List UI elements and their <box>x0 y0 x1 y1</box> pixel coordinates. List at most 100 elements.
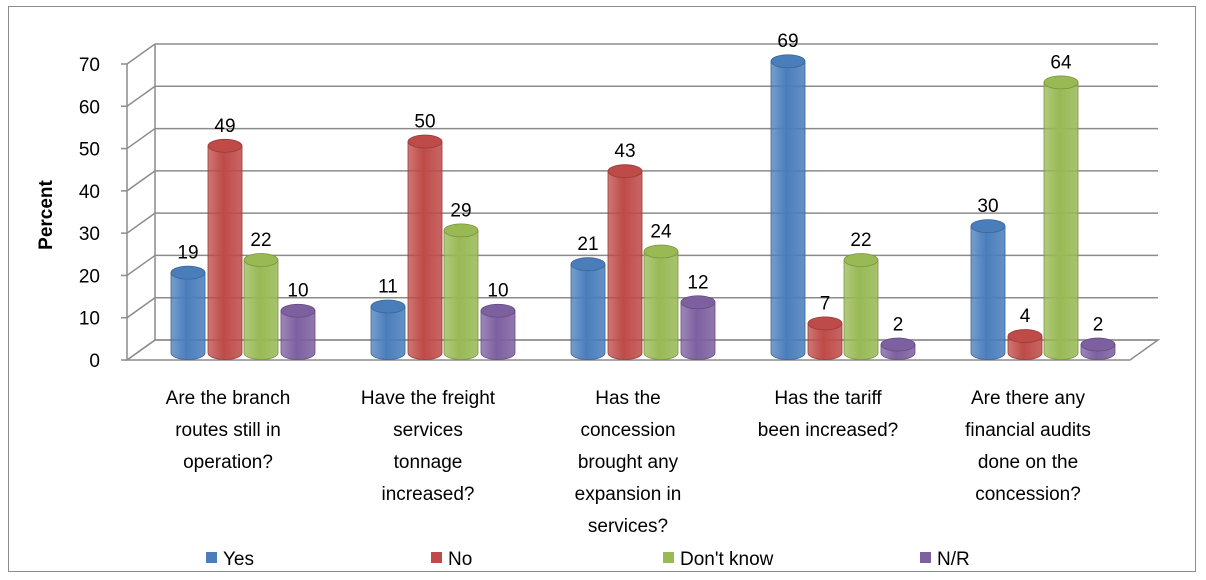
x-category-label: Has the tariff been increased? <box>758 388 899 441</box>
y-tick-label: 60 <box>79 97 100 118</box>
legend-swatch <box>431 552 442 563</box>
data-label: 2 <box>1093 315 1104 336</box>
gridline-side <box>126 212 156 234</box>
bar-top <box>1080 337 1116 352</box>
bar <box>1080 337 1116 360</box>
y-tick-label: 50 <box>79 140 100 161</box>
bar-top <box>207 138 243 153</box>
bars <box>170 54 1116 360</box>
bar-top <box>570 257 606 272</box>
y-tick-label: 0 <box>89 351 100 372</box>
bar <box>170 265 206 360</box>
data-label: 4 <box>1020 306 1031 327</box>
data-label: 64 <box>1050 52 1072 73</box>
bar-top <box>880 337 916 352</box>
legend-swatch <box>920 552 931 563</box>
bar-top <box>1043 75 1079 90</box>
gridline-side <box>126 170 156 192</box>
bar-body <box>170 272 206 360</box>
legend-label: No <box>448 549 472 570</box>
bar-top <box>1007 329 1043 343</box>
bar-top <box>407 134 443 149</box>
bar-body <box>443 229 479 360</box>
gridline-side <box>126 43 156 65</box>
bar-top <box>770 54 806 69</box>
data-label: 7 <box>820 293 831 314</box>
bar <box>280 303 316 360</box>
y-tick-label: 30 <box>79 224 100 245</box>
bar <box>680 295 716 360</box>
bar-body <box>770 60 806 360</box>
bar-top <box>807 316 843 331</box>
legend-label: Don't know <box>680 549 774 570</box>
data-label: 21 <box>577 234 598 255</box>
bar <box>807 316 843 360</box>
bar <box>843 253 879 360</box>
bar-body <box>570 263 606 360</box>
data-label: 24 <box>650 222 672 243</box>
y-tick-label: 20 <box>79 266 100 287</box>
bar <box>643 244 679 360</box>
bar-body <box>1043 81 1079 360</box>
bar <box>243 253 279 360</box>
bar-top <box>607 164 643 179</box>
x-category-label: Are the branch routes still in operation? <box>166 388 291 473</box>
x-category-label: Are there any financial audits done on the… <box>965 388 1091 505</box>
data-label: 10 <box>487 281 508 302</box>
gridline-side <box>126 85 156 107</box>
bar <box>407 134 443 360</box>
data-label: 49 <box>214 116 235 137</box>
legend-swatch <box>206 552 217 563</box>
data-label: 11 <box>378 276 398 297</box>
bar-body <box>843 259 879 360</box>
y-axis-ticks: 0 10 20 30 40 50 60 70 <box>79 55 100 372</box>
bar-top <box>170 265 206 280</box>
bar-body <box>243 259 279 360</box>
bar <box>207 138 243 360</box>
data-label: 19 <box>177 243 198 264</box>
bar-body <box>280 310 316 360</box>
legend-swatch <box>663 552 674 563</box>
bar-top <box>280 303 316 318</box>
bar <box>970 219 1006 360</box>
data-label: 22 <box>250 230 271 251</box>
bar-top <box>643 244 679 259</box>
data-label: 30 <box>977 196 998 217</box>
bar <box>480 303 516 360</box>
bar-top <box>843 253 879 267</box>
legend-label: Yes <box>223 549 254 570</box>
y-tick-label: 70 <box>79 55 100 76</box>
gridline-side <box>126 297 156 319</box>
bar <box>370 299 406 360</box>
bar <box>570 257 606 360</box>
gridline-side <box>126 127 156 150</box>
legend-label: N/R <box>937 549 970 570</box>
bar-top <box>480 303 516 318</box>
bar <box>443 223 479 360</box>
chart-floor <box>124 339 1161 361</box>
bar-top <box>680 295 716 310</box>
y-tick-label: 10 <box>79 309 100 330</box>
data-label: 69 <box>777 31 798 52</box>
bar-body <box>807 323 843 360</box>
legend: Yes No Don't know N/R <box>206 549 970 570</box>
y-axis-label: Percent <box>36 179 57 249</box>
data-label: 43 <box>614 141 635 162</box>
bar-body <box>480 310 516 360</box>
bar <box>1043 75 1079 360</box>
y-tick-label: 40 <box>79 182 100 203</box>
data-label: 22 <box>850 230 871 251</box>
bar-top <box>970 219 1006 234</box>
x-axis-categories: Are the branch routes still in operation? H… <box>166 388 1091 537</box>
data-label: 10 <box>287 281 308 302</box>
data-label: 2 <box>893 315 904 336</box>
bar-top <box>443 223 479 238</box>
bar <box>607 164 643 360</box>
data-label: 29 <box>450 200 471 221</box>
gridline-side <box>126 254 156 277</box>
bar-body <box>680 301 716 360</box>
data-label: 12 <box>687 272 708 293</box>
bar-body <box>643 251 679 360</box>
